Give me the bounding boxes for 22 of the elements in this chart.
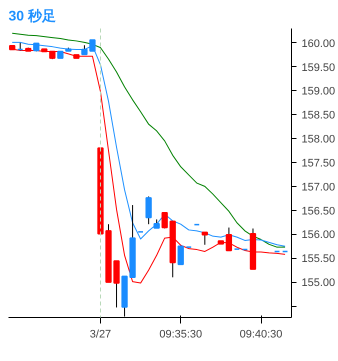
- candlestick: [202, 232, 208, 246]
- y-tick-label: 157.50: [302, 157, 336, 170]
- x-tick-label: 09:35:30: [159, 328, 202, 340]
- y-tick-label: 155.50: [302, 253, 336, 266]
- y-tick-label: 158.50: [302, 110, 336, 122]
- y-tick-label: 157.00: [302, 181, 336, 194]
- candlestick: [57, 50, 64, 59]
- y-tick-label: 156.50: [302, 205, 336, 218]
- candlestick: [178, 245, 184, 266]
- candlestick: [73, 54, 80, 59]
- y-tick-label: 155.00: [302, 277, 336, 290]
- y-tick-label: 160.00: [302, 38, 336, 50]
- y-tick-label: 158.00: [302, 134, 336, 146]
- candlestick: [145, 196, 152, 225]
- chart-title: 30 秒足: [8, 8, 56, 24]
- x-tick-label: 09:40:30: [240, 328, 282, 340]
- y-tick-label: 159.00: [302, 86, 336, 98]
- candlestick: [113, 260, 120, 308]
- y-tick-label: 156.00: [302, 229, 336, 242]
- y-tick-label: 159.50: [302, 62, 336, 74]
- x-tick-label: 3/27: [90, 328, 112, 340]
- candlestick: [81, 44, 88, 56]
